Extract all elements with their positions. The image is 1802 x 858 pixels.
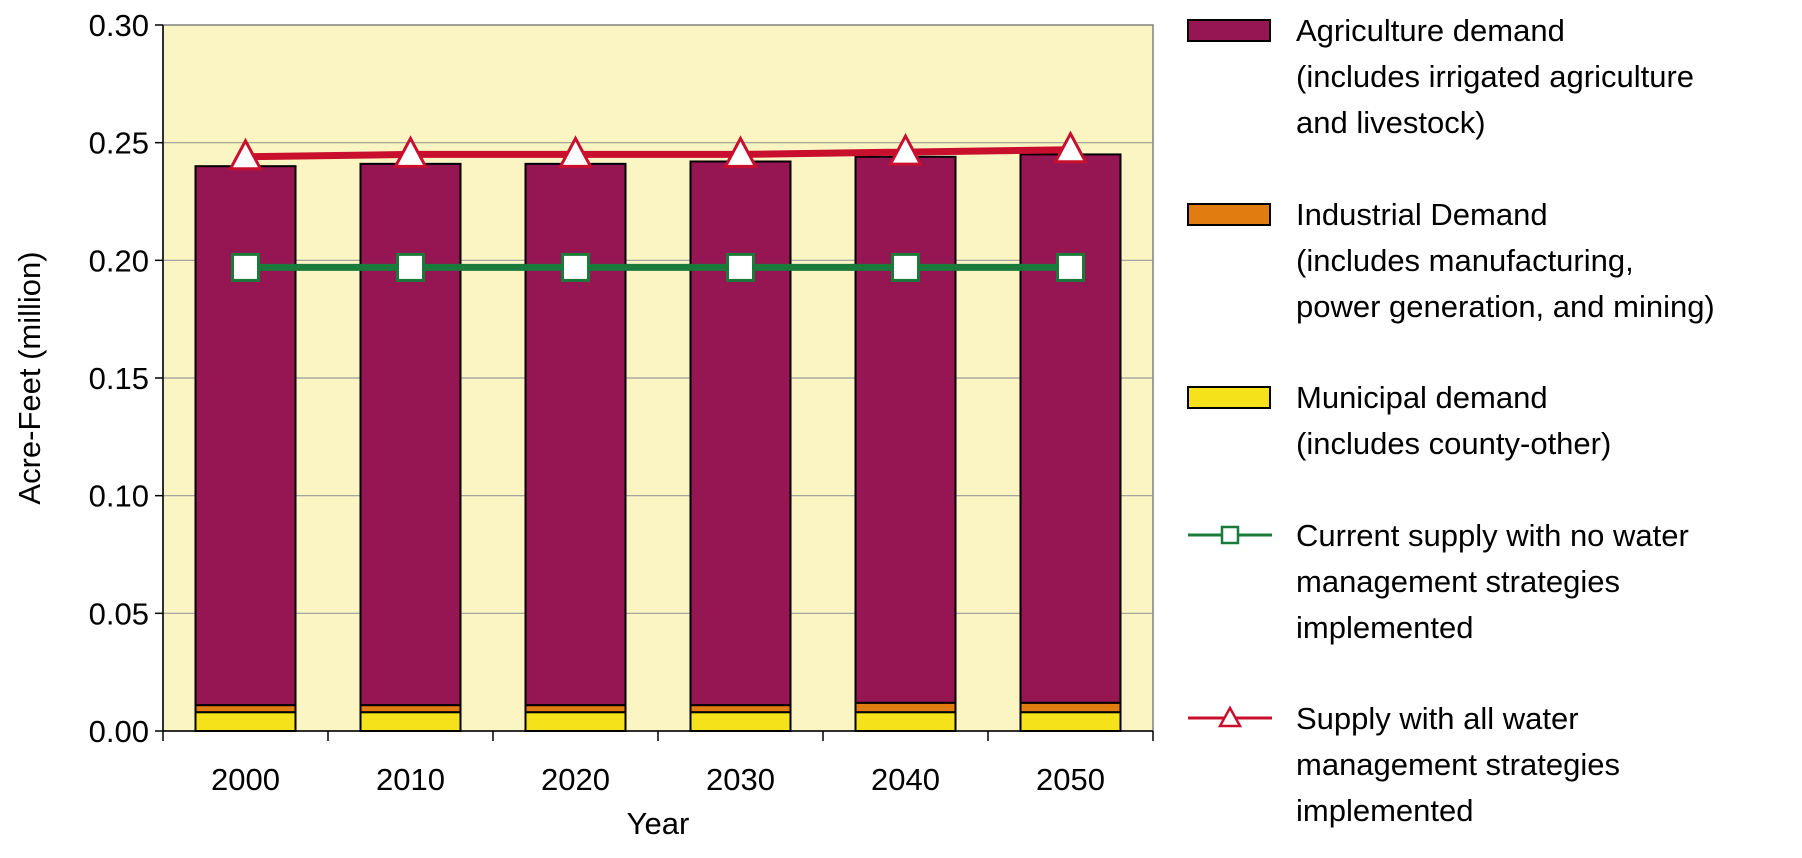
x-tick-label: 2030: [706, 762, 775, 797]
bar-segment: [194, 711, 297, 733]
bar-segment: [359, 704, 462, 714]
legend: Agriculture demand (includes irrigated ag…: [1187, 13, 1715, 828]
bars: [194, 153, 1122, 733]
x-tick-label: 2010: [376, 762, 445, 797]
bar-segment: [854, 701, 957, 714]
bar-segment: [689, 711, 792, 733]
bar-segment: [524, 711, 627, 733]
bar-segment: [854, 711, 957, 733]
x-tick-label: 2000: [211, 762, 280, 797]
legend-entry: Industrial Demand (includes manufacturing…: [1187, 197, 1715, 324]
bar-segment: [524, 704, 627, 714]
bar-segment: [1019, 711, 1122, 733]
legend-label: and livestock): [1296, 105, 1486, 140]
data-point: [1056, 252, 1085, 282]
bar-segment: [194, 704, 297, 714]
x-tick-label: 2020: [541, 762, 610, 797]
legend-label: power generation, and mining): [1296, 289, 1715, 324]
legend-label: Industrial Demand: [1296, 197, 1548, 232]
legend-label: (includes manufacturing,: [1296, 243, 1634, 278]
legend-marker: [1217, 705, 1243, 728]
data-point: [561, 252, 590, 282]
legend-label: Supply with all water: [1296, 701, 1579, 736]
data-point: [1052, 130, 1089, 164]
y-tick-label: 0.20: [89, 243, 149, 278]
x-tick-label: 2050: [1036, 762, 1105, 797]
legend-entry: Current supply with no water management s…: [1188, 518, 1689, 645]
data-point: [392, 135, 429, 168]
data-point: [227, 137, 264, 171]
legend-entry: Municipal demand (includes county-other): [1187, 380, 1611, 461]
data-point: [891, 252, 920, 282]
legend-label: implemented: [1296, 793, 1473, 828]
x-tick-label: 2040: [871, 762, 940, 797]
legend-label: management strategies: [1296, 747, 1620, 782]
x-axis-title: Year: [627, 806, 690, 841]
bar-segment: [1019, 701, 1122, 714]
legend-label: implemented: [1296, 610, 1473, 645]
data-point: [557, 135, 594, 168]
y-tick-label: 0.00: [89, 714, 149, 749]
bar-segment: [524, 162, 627, 707]
data-point: [231, 252, 260, 282]
bar-segment: [359, 162, 462, 707]
legend-label: management strategies: [1296, 564, 1620, 599]
bar-segment: [194, 165, 297, 707]
y-tick-label: 0.10: [89, 479, 149, 514]
data-point: [887, 132, 924, 166]
y-tick-label: 0.15: [89, 361, 149, 396]
gridlines: [155, 24, 1153, 732]
legend-label: Municipal demand: [1296, 380, 1548, 415]
legend-label: Agriculture demand: [1296, 13, 1565, 48]
y-tick-labels: 0.00 0.05 0.10 0.15 0.20 0.25 0.30: [89, 8, 149, 749]
y-tick-label: 0.30: [89, 8, 149, 43]
data-point: [726, 252, 755, 282]
legend-swatch: [1187, 19, 1271, 42]
data-point: [396, 252, 425, 282]
y-tick-label: 0.05: [89, 596, 149, 631]
legend-swatch: [1187, 203, 1271, 226]
series-line: [245, 146, 1071, 161]
legend-entry: Agriculture demand (includes irrigated ag…: [1187, 13, 1694, 140]
bar-segment: [1019, 153, 1122, 704]
bar-segment: [359, 711, 462, 733]
series-lines: [227, 130, 1089, 282]
axes: [162, 25, 1154, 741]
x-tick-labels: 2000 2010 2020 2030 2040 2050: [211, 762, 1105, 797]
bar-segment: [854, 155, 957, 704]
y-axis-title: Acre-Feet (million): [12, 251, 47, 504]
legend-label: (includes county-other): [1296, 426, 1611, 461]
y-tick-label: 0.25: [89, 126, 149, 161]
bar-segment: [689, 160, 792, 707]
legend-label: Current supply with no water: [1296, 518, 1689, 553]
legend-label: (includes irrigated agriculture: [1296, 59, 1694, 94]
bar-segment: [689, 704, 792, 714]
legend-swatch: [1187, 386, 1271, 409]
legend-marker: [1220, 525, 1240, 545]
legend-entry: Supply with all water management strategi…: [1188, 701, 1620, 828]
data-point: [722, 135, 759, 168]
